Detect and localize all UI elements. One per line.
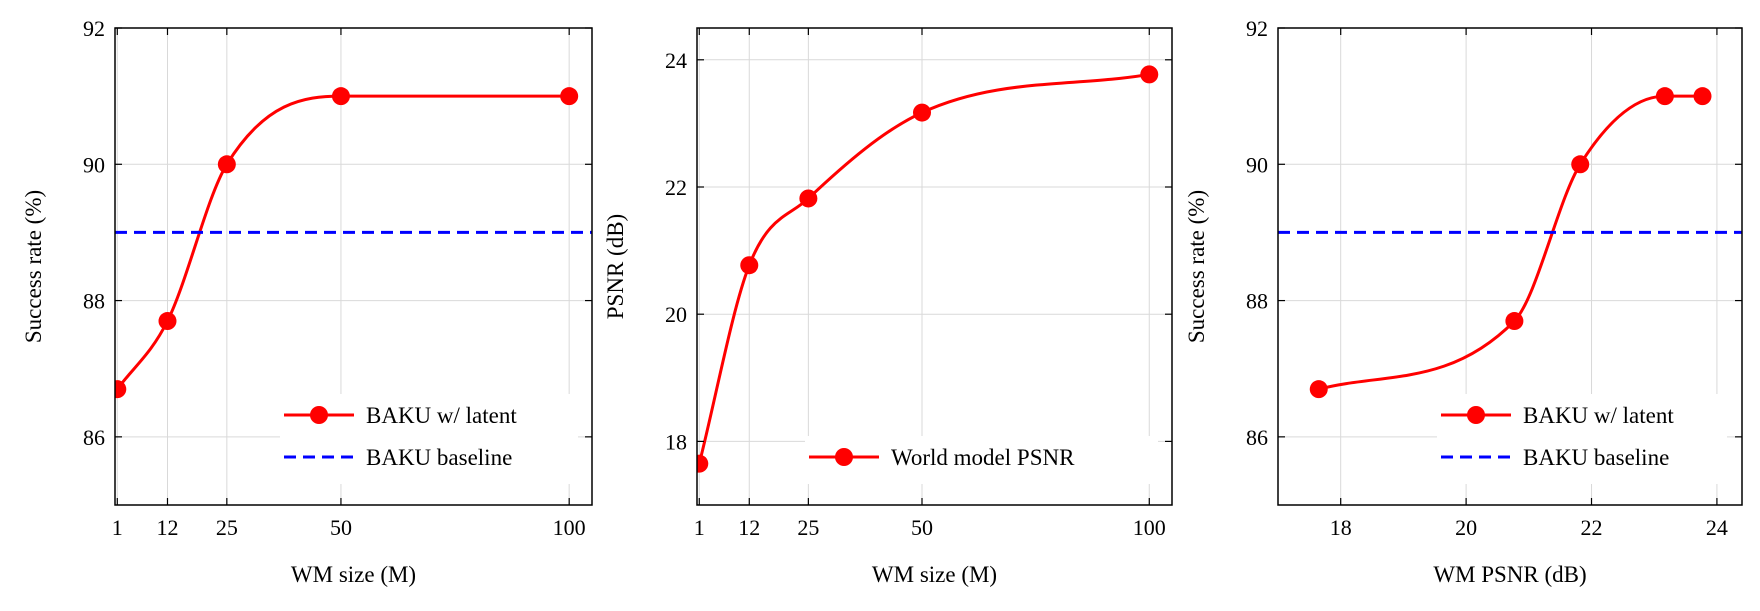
- x-tick-label-0: 1: [112, 515, 123, 540]
- data-point-4: [1693, 87, 1712, 106]
- x-tick-label-4: 100: [1133, 515, 1166, 540]
- data-point-1: [740, 256, 759, 275]
- legend: BAKU w/ latent BAKU baseline: [1437, 394, 1727, 484]
- data-point-0: [697, 454, 709, 473]
- x-tick-label-0: 18: [1330, 515, 1352, 540]
- x-axis-label: WM size (M): [291, 562, 416, 587]
- data-point-3: [1655, 87, 1674, 106]
- data-point-3: [331, 87, 350, 106]
- legend-label-0: World model PSNR: [891, 445, 1075, 470]
- series-group: [697, 65, 1159, 473]
- y-tick-label-2: 90: [1246, 152, 1268, 177]
- legend-box: [1437, 394, 1727, 484]
- legend-label-0: BAKU w/ latent: [1523, 403, 1674, 428]
- chart-panel-2: 1 12 25 50 100 18 20 22 24 WM size (M) PSNR (dB) Wo…: [603, 27, 1173, 587]
- x-tick-label-4: 100: [553, 515, 586, 540]
- series-line-0: [116, 94, 570, 391]
- legend-label-1: BAKU baseline: [366, 445, 512, 470]
- y-tick-label-3: 24: [665, 48, 687, 73]
- legend-swatch-marker: [1467, 406, 1485, 424]
- data-point-0: [115, 380, 127, 399]
- chart-panel-3: 18 20 22 24 86 88 90 92 WM PSNR (dB) Success rate…: [1184, 16, 1743, 587]
- y-tick-label-0: 86: [83, 425, 105, 450]
- data-point-1: [1505, 312, 1524, 331]
- data-point-1: [158, 312, 177, 331]
- legend-label-0: BAKU w/ latent: [366, 403, 517, 428]
- x-tick-label-1: 12: [738, 515, 760, 540]
- legend-box: [280, 394, 578, 484]
- y-tick-label-1: 88: [83, 289, 105, 314]
- x-tick-label-3: 50: [911, 515, 933, 540]
- series-group: [1278, 87, 1742, 399]
- axes-frame: [1277, 27, 1743, 506]
- x-tick-label-3: 50: [330, 515, 352, 540]
- legend: World model PSNR: [805, 436, 1158, 484]
- y-tick-label-2: 90: [83, 152, 105, 177]
- y-tick-label-3: 92: [83, 16, 105, 41]
- x-tick-label-1: 12: [156, 515, 178, 540]
- legend-box: [805, 436, 1158, 484]
- x-axis-label: WM PSNR (dB): [1433, 562, 1586, 587]
- series-group: [115, 87, 592, 399]
- y-tick-label-1: 88: [1246, 289, 1268, 314]
- legend-label-1: BAKU baseline: [1523, 445, 1669, 470]
- x-tick-label-2: 25: [216, 515, 238, 540]
- data-point-4: [560, 87, 579, 106]
- legend-swatch-marker: [310, 406, 328, 424]
- series-line-0: [697, 72, 1150, 465]
- legend: BAKU w/ latent BAKU baseline: [280, 394, 578, 484]
- data-point-0: [1309, 380, 1328, 399]
- data-point-2: [799, 189, 818, 208]
- y-axis-label: Success rate (%): [1184, 190, 1209, 343]
- x-tick-label-2: 22: [1581, 515, 1603, 540]
- x-tick-label-1: 20: [1455, 515, 1477, 540]
- data-point-2: [1571, 155, 1590, 174]
- y-axis-label: Success rate (%): [21, 190, 46, 343]
- y-tick-label-0: 18: [665, 429, 687, 454]
- axes-frame: [696, 27, 1173, 506]
- y-tick-label-0: 86: [1246, 425, 1268, 450]
- legend-swatch-marker: [835, 448, 853, 466]
- data-point-3: [913, 103, 931, 122]
- x-axis-label: WM size (M): [872, 562, 997, 587]
- x-tick-label-0: 1: [694, 515, 705, 540]
- y-tick-label-1: 20: [665, 302, 687, 327]
- axes-frame: [114, 27, 593, 506]
- y-tick-label-2: 22: [665, 175, 687, 200]
- y-axis-label: PSNR (dB): [603, 214, 628, 319]
- series-line-0: [1318, 94, 1703, 391]
- chart-panel-1: 1 12 25 50 100 86 88 90 92 WM size (M) Success rat…: [21, 16, 593, 587]
- data-point-2: [217, 155, 236, 174]
- x-tick-label-2: 25: [797, 515, 819, 540]
- data-point-4: [1140, 65, 1159, 84]
- y-tick-label-3: 92: [1246, 16, 1268, 41]
- x-tick-label-3: 24: [1706, 515, 1728, 540]
